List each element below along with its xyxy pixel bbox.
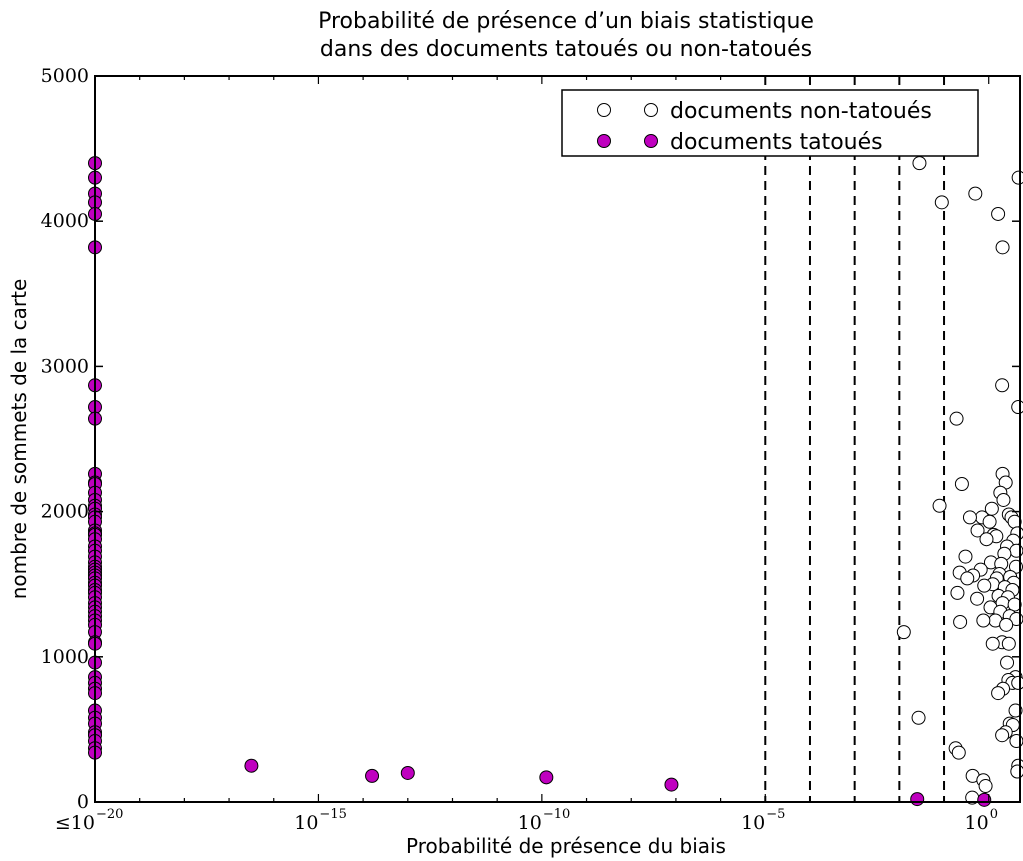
point-non-tatoue-44 bbox=[977, 578, 992, 593]
x-tick-label-exp-2: −10 bbox=[543, 807, 570, 822]
legend-box bbox=[561, 89, 979, 157]
point-non-tatoue-75 bbox=[911, 710, 926, 725]
y-tick-label-1: 1000 bbox=[41, 646, 89, 668]
point-non-tatoue-4 bbox=[991, 206, 1006, 221]
point-non-tatoue-60 bbox=[999, 617, 1014, 632]
plot-frame bbox=[94, 75, 1021, 803]
legend-label-non-tatoues: documents non-tatoués bbox=[670, 99, 932, 124]
legend-label-tatoues: documents tatoués bbox=[670, 130, 883, 155]
x-tick-label-0: ≤10 −20 bbox=[55, 807, 124, 834]
y-tick-label-3: 3000 bbox=[41, 355, 89, 377]
x-tick-label-base-3: 10 bbox=[741, 812, 765, 834]
point-non-tatoue-26 bbox=[979, 532, 994, 547]
point-non-tatoue-31 bbox=[958, 549, 973, 564]
y-tick-label-0: 0 bbox=[77, 791, 89, 813]
point-non-tatoue-7 bbox=[1011, 400, 1023, 415]
x-tick-label-exp-3: −5 bbox=[766, 807, 785, 822]
point-non-tatoue-13 bbox=[996, 492, 1011, 507]
point-non-tatoue-59 bbox=[976, 613, 991, 628]
point-tatoue-59 bbox=[244, 758, 259, 773]
point-non-tatoue-20 bbox=[982, 514, 997, 529]
point-non-tatoue-6 bbox=[995, 378, 1010, 393]
point-tatoue-63 bbox=[664, 777, 679, 792]
chart-title: Probabilité de présence d’un biais stati… bbox=[318, 9, 814, 62]
point-tatoue-64 bbox=[910, 792, 925, 807]
x-tick-label-exp-0: −20 bbox=[96, 807, 123, 822]
legend-marker-tatoues-1 bbox=[597, 134, 611, 148]
plot-area bbox=[95, 76, 1020, 802]
y-axis-label: nombre de sommets de la carte bbox=[7, 279, 31, 600]
y-axis: 0 1000 2000 3000 4000 5000 bbox=[41, 65, 1020, 813]
point-non-tatoue-64 bbox=[1001, 636, 1016, 651]
point-tatoue-60 bbox=[365, 768, 380, 783]
chart-title-line-2: dans des documents tatoués ou non-tatoué… bbox=[320, 37, 812, 62]
legend: documents non-tatoués documents tatoués bbox=[561, 89, 979, 157]
point-non-tatoue-61 bbox=[896, 625, 911, 640]
point-non-tatoue-9 bbox=[954, 477, 969, 492]
point-tatoue-65 bbox=[977, 792, 992, 807]
chart-title-line-1: Probabilité de présence d’un biais stati… bbox=[318, 9, 814, 34]
x-tick-label-1: 10 −15 bbox=[294, 807, 347, 834]
x-tick-label-2: 10 −10 bbox=[518, 807, 571, 834]
point-non-tatoue-47 bbox=[950, 585, 965, 600]
point-non-tatoue-14 bbox=[932, 498, 947, 513]
point-non-tatoue-1 bbox=[1011, 170, 1023, 185]
x-tick-label-base-2: 10 bbox=[518, 812, 542, 834]
point-non-tatoue-5 bbox=[995, 240, 1010, 255]
point-tatoue-61 bbox=[400, 765, 415, 780]
point-non-tatoue-72 bbox=[1008, 703, 1023, 718]
x-tick-label-exp-1: −15 bbox=[319, 807, 346, 822]
point-non-tatoue-58 bbox=[953, 614, 968, 629]
point-non-tatoue-8 bbox=[949, 411, 964, 426]
x-tick-label-base-4: 10 bbox=[965, 812, 989, 834]
y-tick-label-2: 2000 bbox=[41, 501, 89, 523]
point-non-tatoue-77 bbox=[995, 728, 1010, 743]
point-tatoue-62 bbox=[539, 770, 554, 785]
point-non-tatoue-70 bbox=[1011, 675, 1023, 690]
point-non-tatoue-71 bbox=[991, 686, 1006, 701]
x-tick-label-exp-4: 0 bbox=[990, 807, 998, 822]
point-non-tatoue-41 bbox=[960, 571, 975, 586]
x-axis-label: Probabilité de présence du biais bbox=[406, 834, 726, 858]
point-non-tatoue-50 bbox=[970, 591, 985, 606]
point-non-tatoue-2 bbox=[968, 186, 983, 201]
point-non-tatoue-52 bbox=[1007, 597, 1022, 612]
legend-marker-tatoues-2 bbox=[644, 134, 658, 148]
point-non-tatoue-0 bbox=[912, 156, 927, 171]
y-tick-label-5: 5000 bbox=[41, 65, 89, 87]
legend-marker-non-tatoues-2 bbox=[644, 103, 658, 117]
point-non-tatoue-85 bbox=[978, 779, 993, 794]
point-non-tatoue-63 bbox=[985, 636, 1000, 651]
x-axis: ≤10 −20 10 −15 10 −10 10 −5 10 0 bbox=[55, 76, 998, 834]
point-non-tatoue-22 bbox=[970, 523, 985, 538]
x-tick-label-base-0: ≤10 bbox=[55, 812, 95, 834]
legend-marker-non-tatoues-1 bbox=[597, 103, 611, 117]
y-tick-label-4: 4000 bbox=[41, 210, 89, 232]
point-non-tatoue-80 bbox=[951, 745, 966, 760]
x-tick-label-3: 10 −5 bbox=[741, 807, 785, 834]
x-tick-label-4: 10 0 bbox=[965, 807, 998, 834]
point-non-tatoue-19 bbox=[962, 510, 977, 525]
point-non-tatoue-84 bbox=[1010, 764, 1023, 779]
x-tick-label-base-1: 10 bbox=[294, 812, 318, 834]
point-non-tatoue-3 bbox=[934, 195, 949, 210]
point-non-tatoue-65 bbox=[1000, 655, 1015, 670]
